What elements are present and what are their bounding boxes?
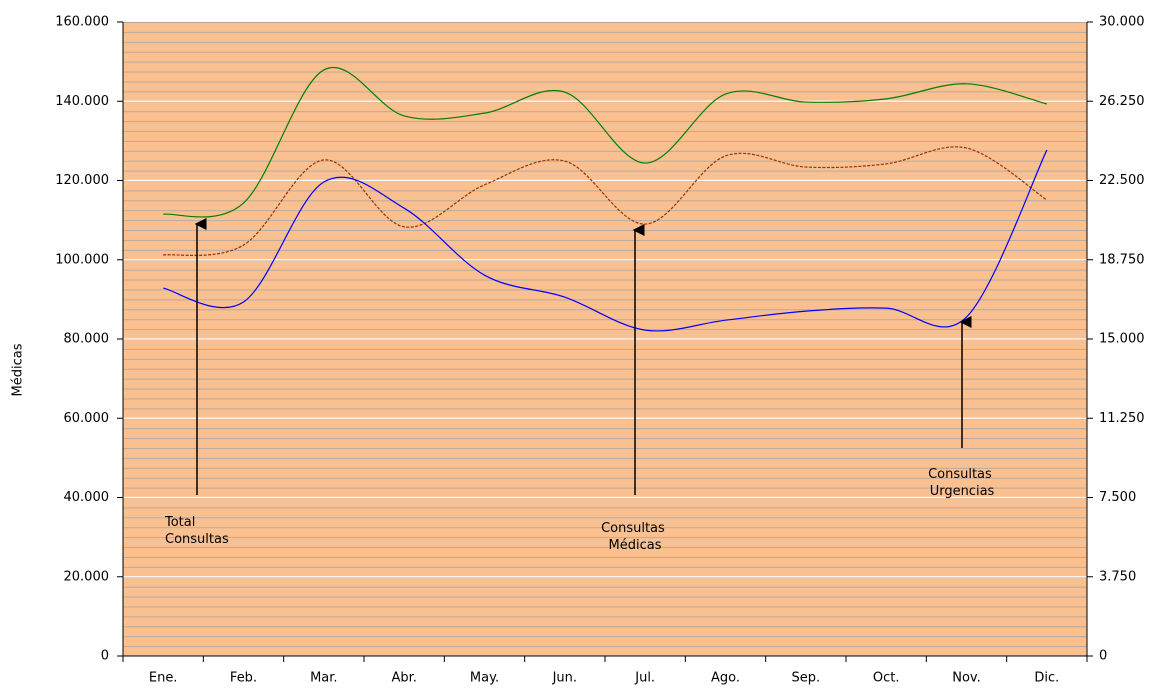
series-line xyxy=(163,146,1048,256)
x-tick-label: May. xyxy=(470,671,499,686)
y-tick-label: 160.000 xyxy=(55,15,109,30)
y2-tick-label: 26.250 xyxy=(1099,94,1145,109)
x-tick-label: Jun. xyxy=(552,671,577,686)
y2-tick-label: 18.750 xyxy=(1099,252,1145,267)
series-line xyxy=(163,149,1048,332)
x-tick-label: Oct. xyxy=(873,671,900,686)
annotation: Consultas Médicas xyxy=(601,521,669,553)
y-tick-label: 100.000 xyxy=(55,252,109,267)
y2-tick-label: 15.000 xyxy=(1099,332,1145,347)
x-tick-label: Ago. xyxy=(711,671,740,686)
series-line xyxy=(163,66,1047,218)
y-tick-label: 140.000 xyxy=(55,94,109,109)
x-tick-label: Abr. xyxy=(391,671,416,686)
y2-tick-label: 3.750 xyxy=(1099,569,1136,584)
y2-tick-label: 22.500 xyxy=(1099,173,1145,188)
y-tick-label: 40.000 xyxy=(64,490,110,505)
y-tick-label: 80.000 xyxy=(64,332,110,347)
x-tick-label: Ene. xyxy=(149,671,178,686)
x-tick-label: Sep. xyxy=(792,671,821,686)
x-tick-label: Nov. xyxy=(952,671,981,686)
y-tick-label: 120.000 xyxy=(55,173,109,188)
y-tick-label: 0 xyxy=(101,649,109,664)
x-tick-label: Mar. xyxy=(310,671,337,686)
x-tick-label: Jul. xyxy=(634,671,655,686)
x-tick-label: Feb. xyxy=(230,671,257,686)
y-axis-label: Médicas xyxy=(11,343,26,396)
y2-tick-label: 11.250 xyxy=(1099,411,1145,426)
annotation: Total Consultas xyxy=(164,515,229,547)
annotation: Consultas Urgencias xyxy=(928,467,996,499)
y-tick-label: 20.000 xyxy=(64,569,110,584)
x-tick-label: Dic. xyxy=(1034,671,1059,686)
y2-tick-label: 0 xyxy=(1099,649,1107,664)
y-tick-label: 60.000 xyxy=(64,411,110,426)
y2-tick-label: 30.000 xyxy=(1099,15,1145,30)
y2-tick-label: 7.500 xyxy=(1099,490,1136,505)
